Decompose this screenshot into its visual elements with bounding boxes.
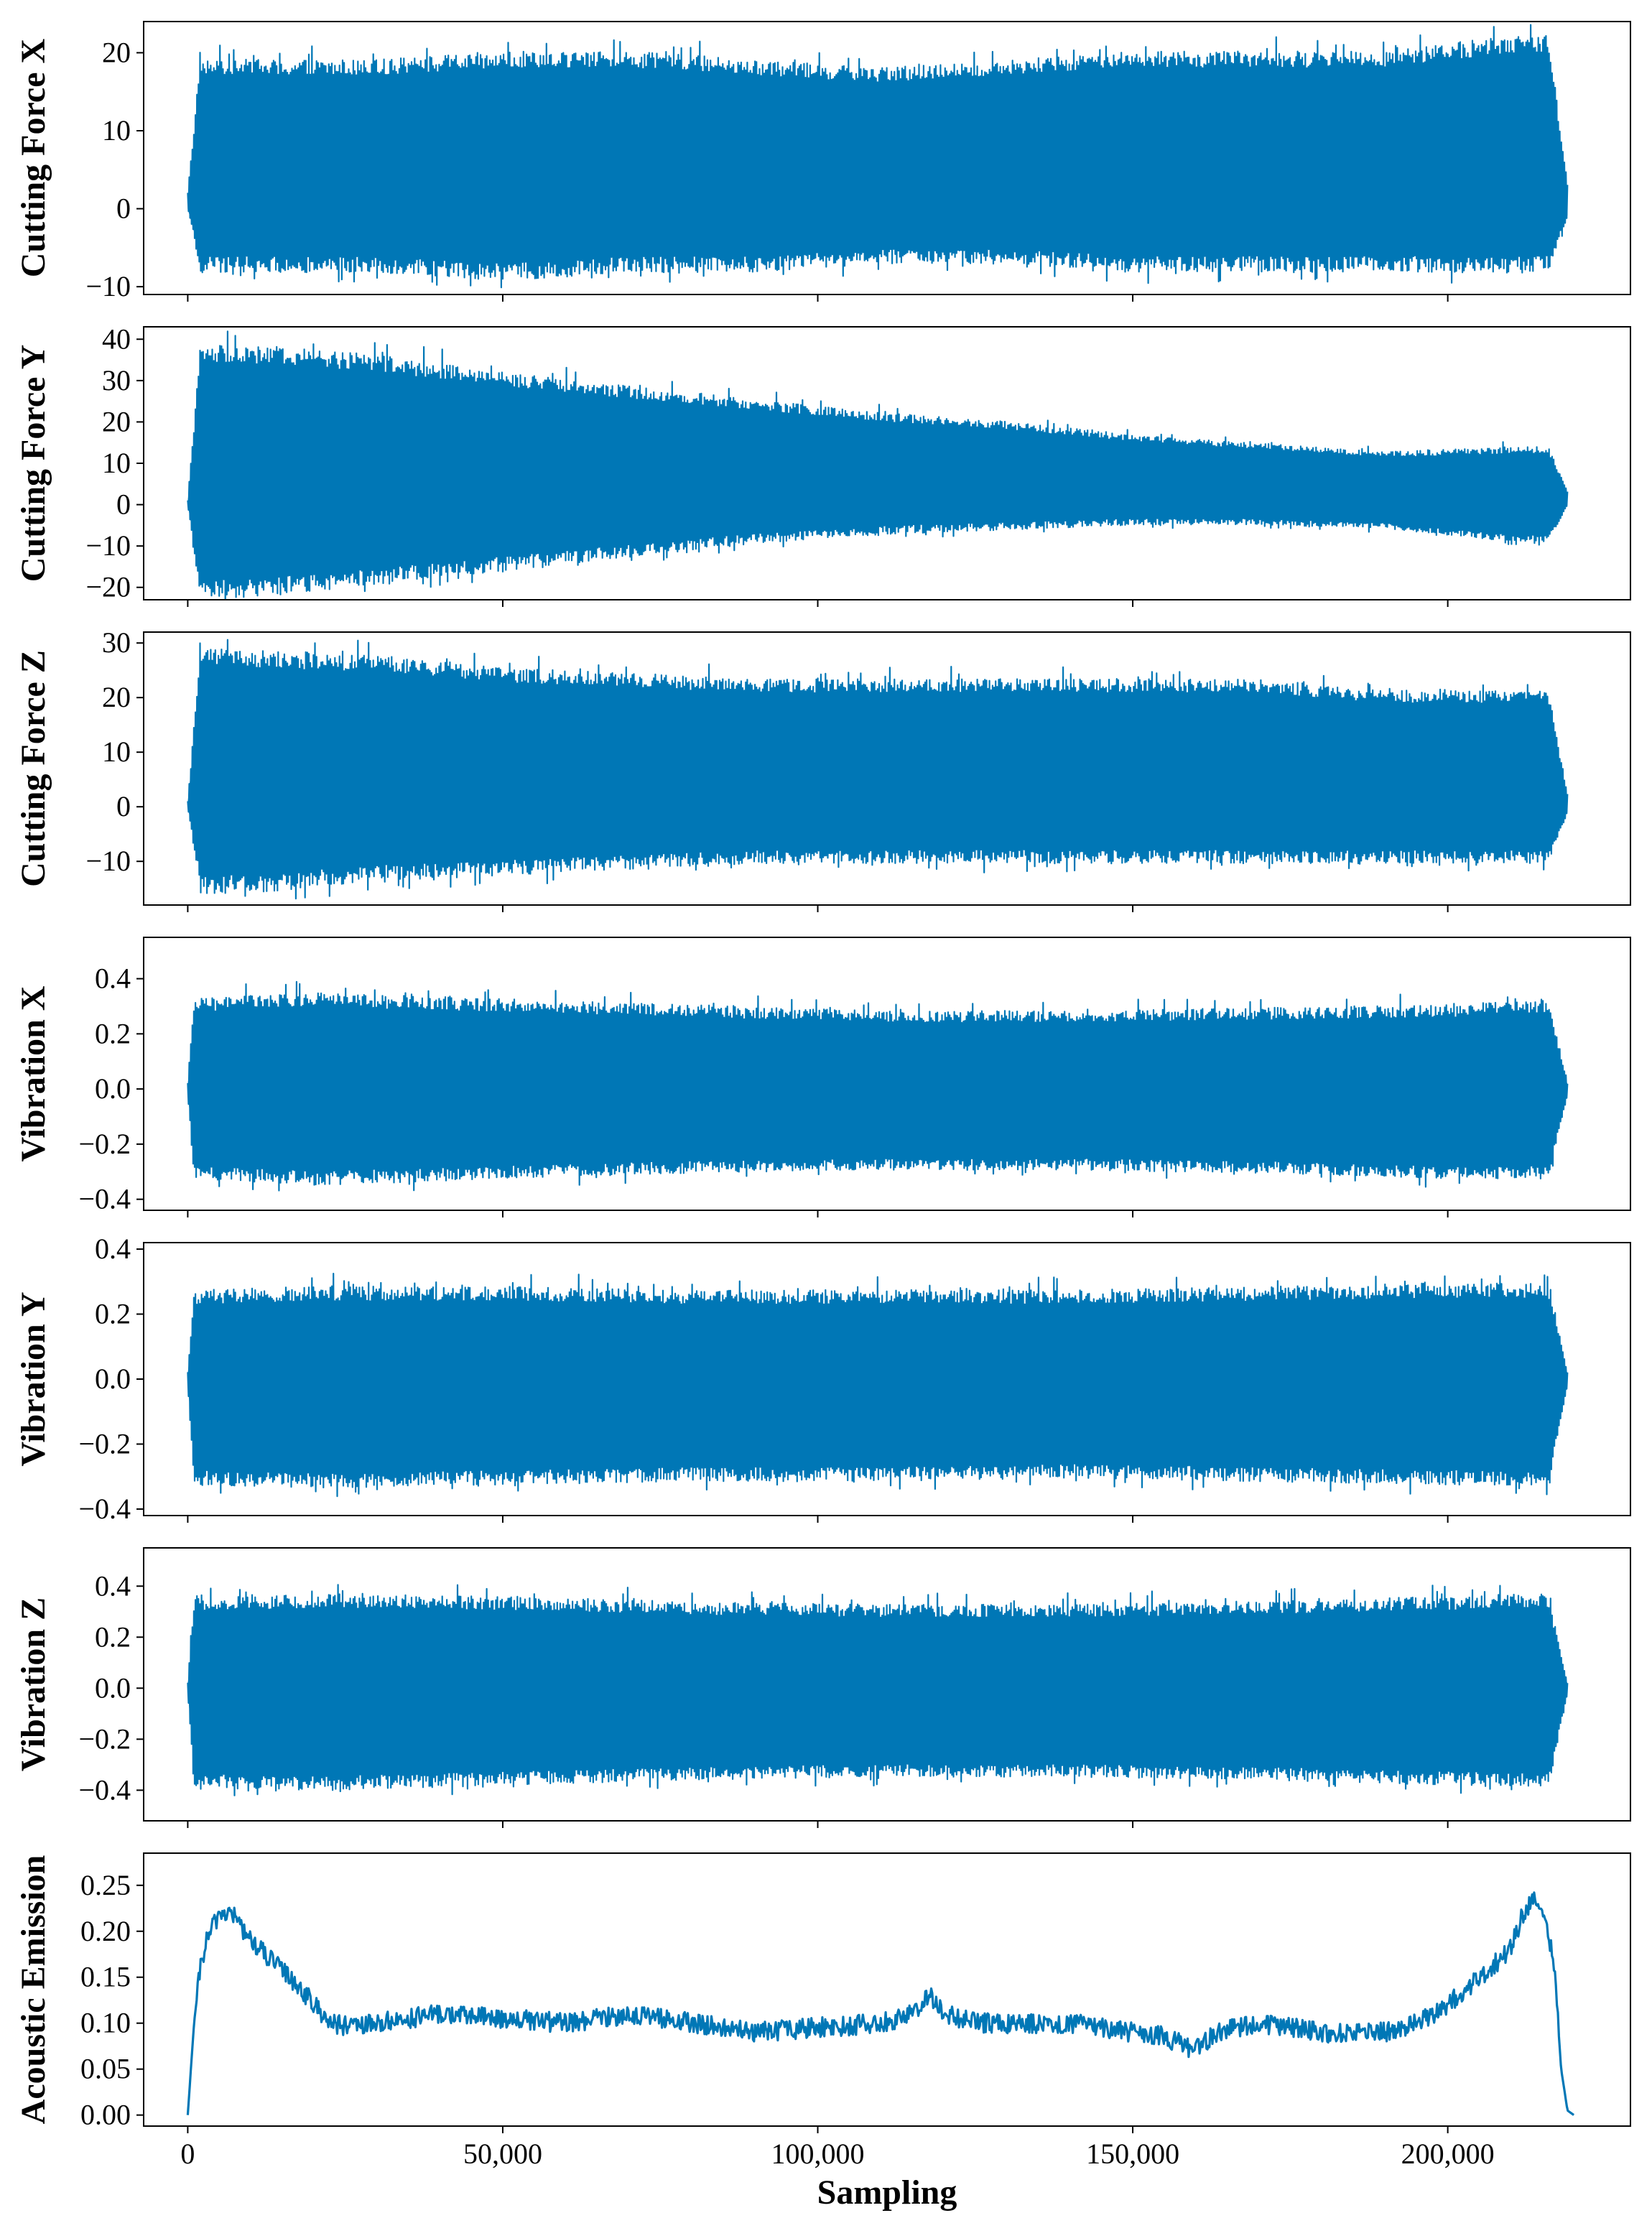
- y-tick-label: 0.4: [95, 1569, 131, 1602]
- y-tick-label: −10: [85, 845, 131, 877]
- panel-cutting-force-z: −10 0 10 20 30 Cutting Force Z: [14, 626, 1631, 912]
- y-axis-label-cutting-force-z: Cutting Force Z: [14, 650, 52, 887]
- y-tick-label: 0: [116, 790, 131, 822]
- y-tick-label: 0.05: [80, 2053, 131, 2085]
- x-tick-label: 100,000: [771, 2138, 865, 2170]
- y-axis-label-cutting-force-y: Cutting Force Y: [14, 345, 52, 583]
- y-tick-label: 40: [102, 323, 131, 355]
- y-tick-label: 20: [102, 681, 131, 713]
- y-tick-label: 0.2: [95, 1298, 131, 1330]
- series-line-vibration-x: [187, 980, 1569, 1192]
- y-tick-label: −0.4: [78, 1493, 131, 1525]
- axes-frame: [143, 1852, 1631, 2127]
- panel-vibration-y: −0.4 −0.2 0.0 0.2 0.4 Vibration Y: [14, 1233, 1631, 1525]
- y-tick-label: 0.4: [95, 962, 131, 995]
- panel-acoustic-emission: 0.00 0.05 0.10 0.15 0.20 0.25 0 50,000 100,000 15…: [14, 1852, 1631, 2212]
- y-tick-label: 0.2: [95, 1620, 131, 1653]
- y-tick-label: −20: [85, 571, 131, 603]
- y-tick-label: 30: [102, 626, 131, 659]
- y-tick-label: 0.25: [80, 1869, 131, 1901]
- panel-cutting-force-y: −20 −10 0 10 20 30 40 Cutting Force Y: [14, 323, 1631, 607]
- x-tick-label: 0: [180, 2138, 195, 2170]
- y-tick-label: 20: [102, 36, 131, 68]
- y-tick-label: 0.10: [80, 2007, 131, 2039]
- y-axis-label-vibration-z: Vibration Z: [14, 1597, 52, 1771]
- y-tick-label: 0.0: [95, 1671, 131, 1704]
- x-axis-label: Sampling: [817, 2173, 957, 2212]
- y-axis-label-cutting-force-x: Cutting Force X: [14, 38, 52, 277]
- series-line-vibration-y: [187, 1273, 1569, 1498]
- panel-vibration-x: −0.4 −0.2 0.0 0.2 0.4 Vibration X: [14, 937, 1631, 1217]
- panel-cutting-force-x: −10 0 10 20 Cutting Force X: [14, 21, 1631, 302]
- series-line-vibration-z: [187, 1584, 1569, 1796]
- x-tick-label: 200,000: [1401, 2138, 1495, 2170]
- panel-vibration-z: −0.4 −0.2 0.0 0.2 0.4 Vibration Z: [14, 1547, 1631, 1828]
- y-tick-label: 0.4: [95, 1233, 131, 1265]
- y-tick-label: −0.4: [78, 1183, 131, 1215]
- series-line-cutting-force-z: [187, 639, 1569, 900]
- y-tick-label: −0.4: [78, 1773, 131, 1806]
- y-tick-label: 10: [102, 447, 131, 479]
- y-tick-label: 10: [102, 114, 131, 147]
- y-tick-label: 10: [102, 736, 131, 768]
- x-tick-label: 50,000: [463, 2138, 542, 2170]
- x-tick-label: 150,000: [1086, 2138, 1179, 2170]
- y-axis-label-acoustic-emission: Acoustic Emission: [14, 1855, 52, 2125]
- y-tick-label: −10: [85, 270, 131, 302]
- y-tick-label: 0.0: [95, 1072, 131, 1105]
- y-tick-label: 0.00: [80, 2099, 131, 2131]
- axes-frame: [143, 937, 1631, 1211]
- y-tick-label: −10: [85, 529, 131, 562]
- axes-frame: [143, 1547, 1631, 1822]
- y-tick-label: 0: [116, 488, 131, 521]
- y-tick-label: 0: [116, 192, 131, 225]
- y-axis-label-vibration-x: Vibration X: [14, 985, 52, 1161]
- y-tick-label: 0.2: [95, 1017, 131, 1049]
- y-tick-label: 0.15: [80, 1961, 131, 1993]
- y-tick-label: 30: [102, 364, 131, 396]
- series-line-cutting-force-y: [187, 330, 1569, 600]
- axes-frame: [143, 21, 1631, 295]
- y-tick-label: −0.2: [78, 1427, 131, 1460]
- y-tick-label: 0.0: [95, 1363, 131, 1395]
- y-tick-label: −0.2: [78, 1128, 131, 1160]
- y-tick-label: 0.20: [80, 1915, 131, 1947]
- axes-frame: [143, 631, 1631, 906]
- y-tick-label: −0.2: [78, 1722, 131, 1755]
- y-axis-label-vibration-y: Vibration Y: [14, 1291, 52, 1466]
- y-tick-label: 20: [102, 405, 131, 437]
- series-line-acoustic-emission: [186, 1891, 1575, 2116]
- series-line-cutting-force-x: [187, 24, 1569, 289]
